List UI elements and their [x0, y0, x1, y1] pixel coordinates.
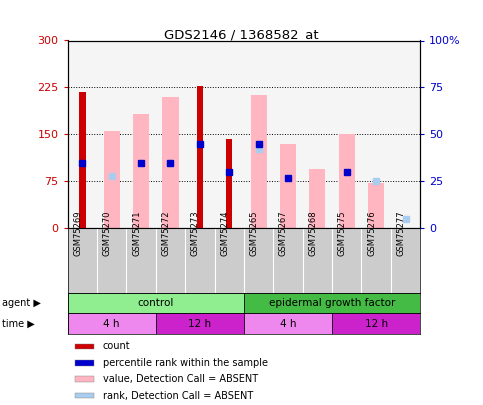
Text: GSM75272: GSM75272: [161, 211, 170, 256]
Text: GSM75269: GSM75269: [73, 211, 82, 256]
Text: GSM75267: GSM75267: [279, 211, 288, 256]
Text: epidermal growth factor: epidermal growth factor: [269, 298, 395, 308]
Bar: [79, 92, 85, 228]
Text: control: control: [138, 298, 174, 308]
Bar: [75, 360, 94, 366]
Text: GSM75271: GSM75271: [132, 211, 141, 256]
Text: value, Detection Call = ABSENT: value, Detection Call = ABSENT: [103, 374, 258, 384]
Bar: [368, 183, 384, 228]
Text: GSM75270: GSM75270: [103, 211, 112, 256]
Text: GDS2146 / 1368582_at: GDS2146 / 1368582_at: [164, 28, 319, 41]
FancyBboxPatch shape: [68, 313, 156, 334]
FancyBboxPatch shape: [244, 293, 420, 313]
Text: 12 h: 12 h: [188, 319, 212, 329]
FancyBboxPatch shape: [156, 313, 244, 334]
Text: agent ▶: agent ▶: [2, 298, 41, 308]
Text: 4 h: 4 h: [280, 319, 296, 329]
Text: count: count: [103, 341, 130, 351]
Bar: [75, 376, 94, 382]
Text: 4 h: 4 h: [103, 319, 120, 329]
Bar: [280, 144, 296, 228]
Bar: [75, 393, 94, 398]
Text: GSM75265: GSM75265: [250, 211, 258, 256]
FancyBboxPatch shape: [244, 313, 332, 334]
FancyBboxPatch shape: [332, 313, 420, 334]
Bar: [162, 97, 179, 228]
Text: GSM75277: GSM75277: [397, 211, 406, 256]
Text: GSM75274: GSM75274: [220, 211, 229, 256]
Bar: [251, 95, 267, 228]
Text: GSM75273: GSM75273: [191, 211, 200, 256]
Text: GSM75276: GSM75276: [367, 211, 376, 256]
Bar: [104, 131, 120, 228]
Bar: [339, 134, 355, 228]
FancyBboxPatch shape: [68, 293, 244, 313]
Text: rank, Detection Call = ABSENT: rank, Detection Call = ABSENT: [103, 390, 253, 401]
Text: time ▶: time ▶: [2, 319, 35, 329]
Bar: [133, 114, 149, 228]
Bar: [226, 139, 232, 228]
Bar: [197, 85, 203, 228]
Text: GSM75275: GSM75275: [338, 211, 347, 256]
Text: percentile rank within the sample: percentile rank within the sample: [103, 358, 268, 368]
Text: 12 h: 12 h: [365, 319, 388, 329]
Bar: [75, 343, 94, 349]
Text: GSM75268: GSM75268: [308, 211, 317, 256]
Bar: [309, 169, 326, 228]
